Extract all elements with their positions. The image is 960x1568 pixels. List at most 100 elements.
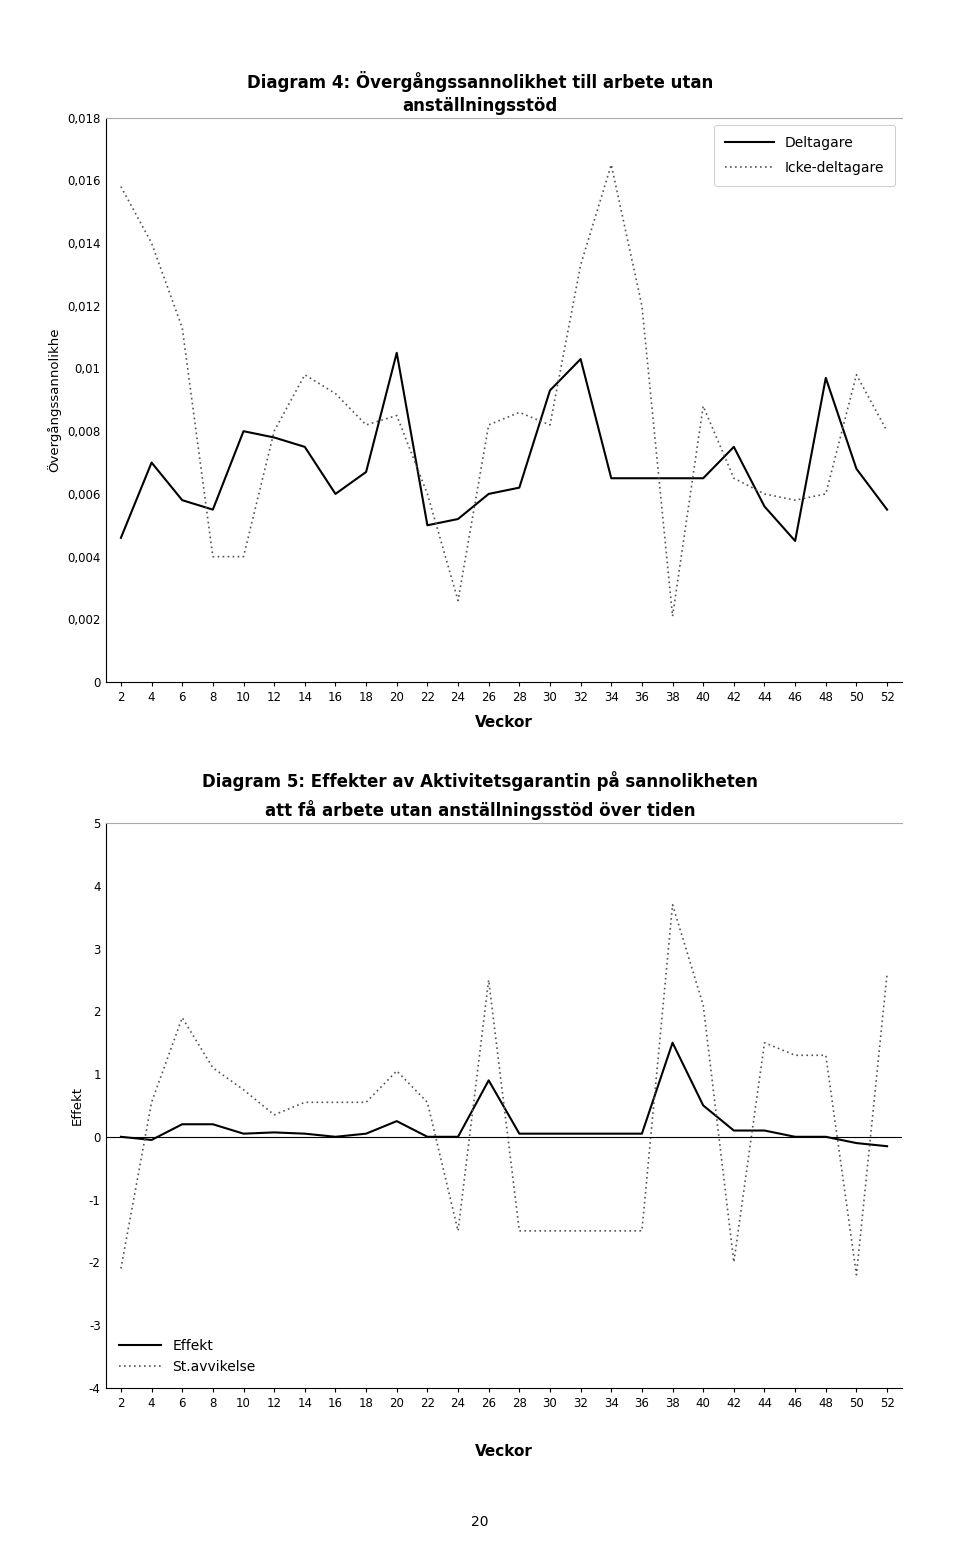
Icke-deltagare bbox=[452, 591, 464, 610]
Deltagare bbox=[329, 485, 341, 503]
Deltagare bbox=[207, 500, 219, 519]
Deltagare bbox=[452, 510, 464, 528]
Icke-deltagare bbox=[483, 416, 494, 434]
Text: Veckor: Veckor bbox=[475, 1444, 533, 1460]
St.avvikelse bbox=[238, 1080, 250, 1099]
St.avvikelse bbox=[697, 996, 708, 1014]
Effekt bbox=[636, 1124, 648, 1143]
St.avvikelse bbox=[636, 1221, 648, 1240]
Effekt bbox=[360, 1124, 372, 1143]
Effekt bbox=[758, 1121, 770, 1140]
Icke-deltagare bbox=[789, 491, 801, 510]
Effekt bbox=[575, 1124, 587, 1143]
St.avvikelse bbox=[115, 1259, 127, 1278]
Effekt bbox=[789, 1127, 801, 1146]
St.avvikelse bbox=[851, 1265, 862, 1284]
Line: Icke-deltagare: Icke-deltagare bbox=[121, 165, 887, 616]
Text: att få arbete utan anställningsstöd över tiden: att få arbete utan anställningsstöd över… bbox=[265, 800, 695, 820]
St.avvikelse bbox=[575, 1221, 587, 1240]
St.avvikelse bbox=[300, 1093, 311, 1112]
Effekt bbox=[146, 1131, 157, 1149]
St.avvikelse bbox=[606, 1221, 617, 1240]
Effekt bbox=[667, 1033, 679, 1052]
Effekt bbox=[207, 1115, 219, 1134]
St.avvikelse bbox=[146, 1093, 157, 1112]
Deltagare bbox=[115, 528, 127, 547]
Deltagare bbox=[728, 437, 739, 456]
Icke-deltagare bbox=[329, 384, 341, 403]
Deltagare bbox=[421, 516, 433, 535]
Text: 20: 20 bbox=[471, 1515, 489, 1529]
Icke-deltagare bbox=[881, 422, 893, 441]
St.avvikelse bbox=[728, 1253, 739, 1272]
Effekt bbox=[391, 1112, 402, 1131]
Deltagare bbox=[238, 422, 250, 441]
Deltagare bbox=[269, 428, 280, 447]
Deltagare bbox=[575, 350, 587, 368]
Effekt bbox=[881, 1137, 893, 1156]
Deltagare bbox=[851, 459, 862, 478]
Effekt bbox=[177, 1115, 188, 1134]
Effekt bbox=[452, 1127, 464, 1146]
Deltagare bbox=[697, 469, 708, 488]
Legend: Deltagare, Icke-deltagare: Deltagare, Icke-deltagare bbox=[714, 124, 896, 187]
Deltagare bbox=[667, 469, 679, 488]
Icke-deltagare bbox=[207, 547, 219, 566]
Icke-deltagare bbox=[360, 416, 372, 434]
Icke-deltagare bbox=[300, 365, 311, 384]
Icke-deltagare bbox=[606, 155, 617, 174]
St.avvikelse bbox=[421, 1093, 433, 1112]
St.avvikelse bbox=[391, 1062, 402, 1080]
Deltagare bbox=[514, 478, 525, 497]
Deltagare bbox=[820, 368, 831, 387]
St.avvikelse bbox=[207, 1058, 219, 1077]
St.avvikelse bbox=[544, 1221, 556, 1240]
Icke-deltagare bbox=[115, 177, 127, 196]
Icke-deltagare bbox=[728, 469, 739, 488]
Deltagare bbox=[606, 469, 617, 488]
Effekt bbox=[483, 1071, 494, 1090]
Line: St.avvikelse: St.avvikelse bbox=[121, 905, 887, 1275]
Icke-deltagare bbox=[146, 234, 157, 252]
Deltagare bbox=[146, 453, 157, 472]
Deltagare bbox=[300, 437, 311, 456]
Deltagare bbox=[483, 485, 494, 503]
Icke-deltagare bbox=[544, 416, 556, 434]
Icke-deltagare bbox=[269, 422, 280, 441]
St.avvikelse bbox=[514, 1221, 525, 1240]
Effekt bbox=[851, 1134, 862, 1152]
St.avvikelse bbox=[269, 1105, 280, 1124]
St.avvikelse bbox=[329, 1093, 341, 1112]
Line: Effekt: Effekt bbox=[121, 1043, 887, 1146]
Deltagare bbox=[789, 532, 801, 550]
Icke-deltagare bbox=[851, 365, 862, 384]
Deltagare bbox=[391, 343, 402, 362]
Effekt bbox=[514, 1124, 525, 1143]
Deltagare bbox=[177, 491, 188, 510]
Effekt bbox=[820, 1127, 831, 1146]
Icke-deltagare bbox=[514, 403, 525, 422]
Icke-deltagare bbox=[421, 485, 433, 503]
Deltagare bbox=[758, 497, 770, 516]
St.avvikelse bbox=[483, 971, 494, 989]
Effekt bbox=[728, 1121, 739, 1140]
St.avvikelse bbox=[820, 1046, 831, 1065]
Effekt bbox=[421, 1127, 433, 1146]
Icke-deltagare bbox=[667, 607, 679, 626]
Deltagare bbox=[881, 500, 893, 519]
Text: Diagram 5: Effekter av Aktivitetsgarantin på sannolikheten: Diagram 5: Effekter av Aktivitetsgaranti… bbox=[202, 771, 758, 792]
Legend: Effekt, St.avvikelse: Effekt, St.avvikelse bbox=[112, 1331, 262, 1381]
Effekt bbox=[329, 1127, 341, 1146]
Y-axis label: Övergångssannolikhe: Övergångssannolikhe bbox=[48, 328, 61, 472]
Icke-deltagare bbox=[820, 485, 831, 503]
Effekt bbox=[238, 1124, 250, 1143]
Effekt bbox=[115, 1127, 127, 1146]
St.avvikelse bbox=[758, 1033, 770, 1052]
Deltagare bbox=[544, 381, 556, 400]
X-axis label: Veckor: Veckor bbox=[475, 715, 533, 731]
St.avvikelse bbox=[452, 1221, 464, 1240]
Effekt bbox=[300, 1124, 311, 1143]
Line: Deltagare: Deltagare bbox=[121, 353, 887, 541]
St.avvikelse bbox=[667, 895, 679, 914]
Effekt bbox=[606, 1124, 617, 1143]
